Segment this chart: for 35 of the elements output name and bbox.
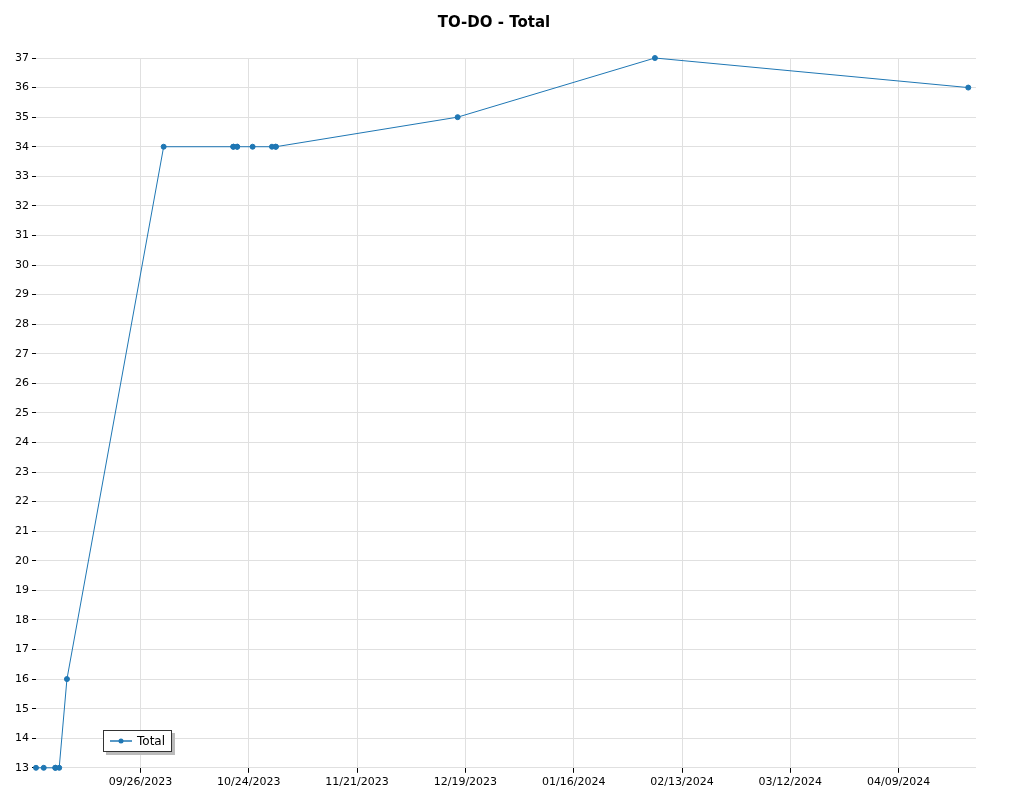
y-tick-label: 30 xyxy=(15,257,29,271)
x-tick-label: 12/19/2023 xyxy=(433,775,498,789)
y-tick-label: 23 xyxy=(15,464,29,478)
y-tick-label: 19 xyxy=(15,583,29,597)
x-tick-label: 03/12/2024 xyxy=(758,775,823,789)
y-tick-label: 16 xyxy=(15,671,29,685)
y-tick-label: 37 xyxy=(15,50,29,64)
y-tick-label: 14 xyxy=(15,731,29,745)
y-tick-label: 35 xyxy=(15,110,29,124)
y-tick-label: 34 xyxy=(15,139,29,153)
y-tick-label: 15 xyxy=(15,701,29,715)
y-tick-label: 31 xyxy=(15,228,29,242)
y-tick-label: 28 xyxy=(15,317,29,331)
y-tick-label: 22 xyxy=(15,494,29,508)
y-tick-label: 25 xyxy=(15,405,29,419)
y-tick-label: 21 xyxy=(15,524,29,538)
x-tick-label: 02/13/2024 xyxy=(650,775,714,789)
y-tick-label: 20 xyxy=(15,553,29,567)
y-tick-label: 36 xyxy=(15,80,29,94)
y-tick-label: 26 xyxy=(15,376,29,390)
x-tick-label: 11/21/2023 xyxy=(325,775,389,789)
y-tick-label: 24 xyxy=(15,435,29,449)
x-tick-label: 10/24/2023 xyxy=(217,775,281,789)
y-tick-label: 13 xyxy=(15,760,29,774)
chart-title: TO-DO - Total xyxy=(437,12,551,31)
y-tick-label: 32 xyxy=(15,198,29,212)
x-tick-label: 04/09/2024 xyxy=(866,775,931,789)
y-tick-label: 29 xyxy=(15,287,29,301)
x-tick-label: 09/26/2023 xyxy=(108,775,173,789)
y-tick-label: 33 xyxy=(15,169,29,183)
legend-label: Total xyxy=(137,734,166,748)
y-tick-label: 17 xyxy=(15,642,29,656)
x-tick-label: 01/16/2024 xyxy=(541,775,606,789)
y-tick-label: 27 xyxy=(15,346,29,360)
y-tick-label: 18 xyxy=(15,612,29,626)
